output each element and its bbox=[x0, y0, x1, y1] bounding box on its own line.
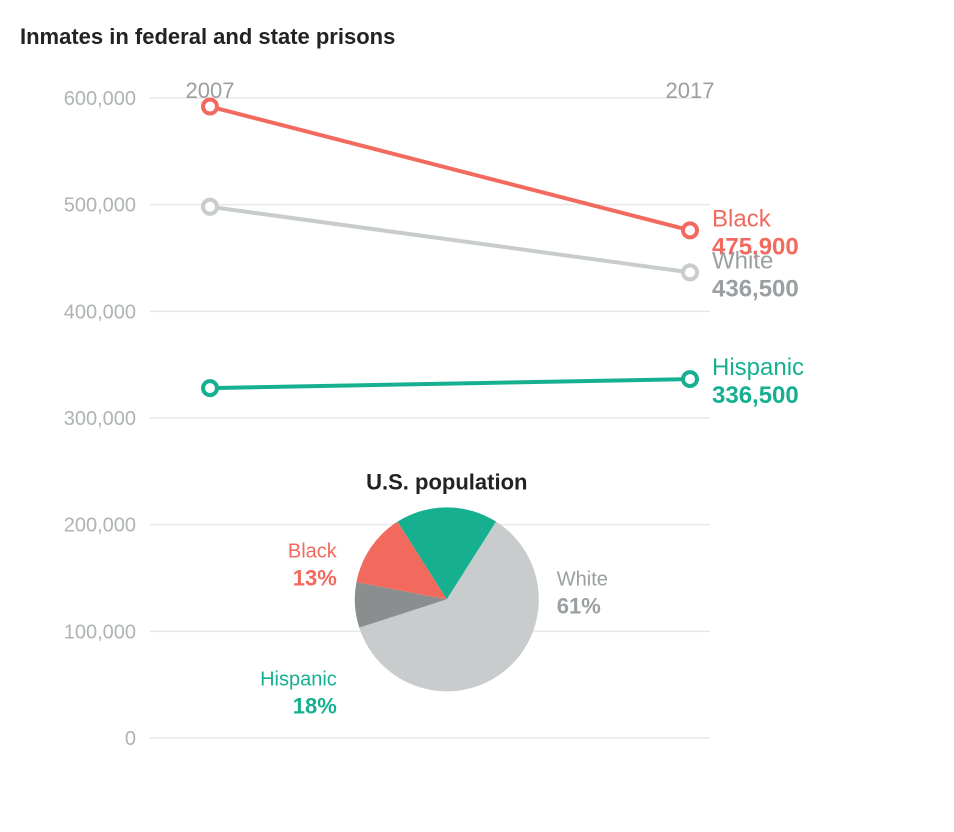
series-end-name: Black bbox=[712, 205, 772, 232]
series-end-value: 336,500 bbox=[712, 382, 799, 409]
series-line bbox=[210, 207, 690, 273]
pie-slice-pct: 61% bbox=[557, 593, 601, 618]
series-end-name: White bbox=[712, 247, 773, 274]
pie-slice-pct: 18% bbox=[293, 693, 337, 718]
y-tick-label: 200,000 bbox=[64, 515, 136, 537]
chart-svg: 0 100,000 200,000 300,000 400,000 500,000 600,… bbox=[40, 78, 890, 778]
y-tick-label: 400,000 bbox=[64, 301, 136, 323]
y-tick-label: 0 bbox=[125, 728, 136, 750]
chart-container: 0 100,000 200,000 300,000 400,000 500,000 600,… bbox=[40, 78, 934, 778]
series-marker bbox=[683, 265, 697, 279]
series-marker bbox=[203, 381, 217, 395]
chart-title: Inmates in federal and state prisons bbox=[20, 24, 934, 50]
y-tick-label: 500,000 bbox=[64, 195, 136, 217]
series-line bbox=[210, 379, 690, 388]
series-end-name: Hispanic bbox=[712, 354, 804, 381]
series-end-value: 436,500 bbox=[712, 275, 799, 302]
series-marker bbox=[683, 223, 697, 237]
series-marker bbox=[203, 200, 217, 214]
y-tick-label: 100,000 bbox=[64, 621, 136, 643]
series-marker bbox=[203, 100, 217, 114]
y-tick-label: 600,000 bbox=[64, 88, 136, 110]
pie-slice-pct: 13% bbox=[293, 565, 337, 590]
pie-slice-label: White bbox=[557, 568, 608, 590]
pie-title: U.S. population bbox=[366, 469, 527, 494]
series-marker bbox=[683, 372, 697, 386]
x-tick-label-end: 2017 bbox=[666, 78, 715, 103]
y-tick-label: 300,000 bbox=[64, 408, 136, 430]
series-line bbox=[210, 107, 690, 231]
pie-slice-label: Hispanic bbox=[260, 668, 337, 690]
pie-slice-label: Black bbox=[288, 540, 338, 562]
